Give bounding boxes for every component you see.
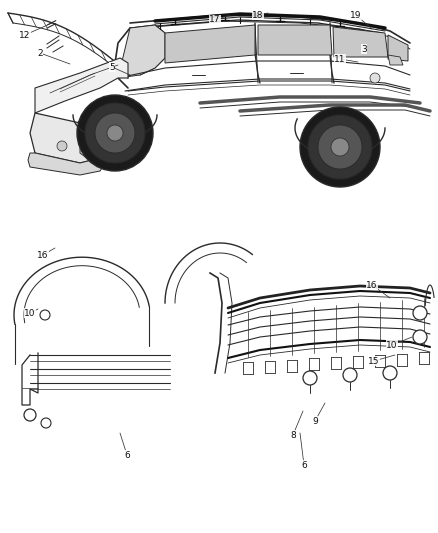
Circle shape [24,409,36,421]
Text: 8: 8 [290,431,296,440]
Text: 6: 6 [124,450,130,459]
Text: 15: 15 [368,357,380,366]
Circle shape [343,368,357,382]
Text: 16: 16 [366,280,378,289]
Text: 6: 6 [301,461,307,470]
Polygon shape [118,25,165,78]
Polygon shape [388,55,403,65]
Circle shape [85,103,145,163]
Text: 5: 5 [109,62,115,71]
Circle shape [413,330,427,344]
Text: 16: 16 [37,251,49,260]
Text: 10: 10 [386,341,398,350]
Polygon shape [80,138,104,159]
Polygon shape [30,113,100,163]
Polygon shape [165,25,255,63]
Polygon shape [388,35,408,61]
Circle shape [383,366,397,380]
Text: 19: 19 [350,11,362,20]
Circle shape [318,125,362,169]
Text: 9: 9 [312,416,318,425]
Circle shape [303,371,317,385]
Polygon shape [333,27,388,57]
Circle shape [370,73,380,83]
Text: 3: 3 [361,44,367,53]
Polygon shape [35,58,128,113]
Circle shape [413,306,427,320]
Circle shape [331,138,349,156]
Text: 18: 18 [252,11,264,20]
Text: 2: 2 [37,49,43,58]
Circle shape [95,113,135,153]
Text: 10: 10 [24,309,36,318]
Text: 17: 17 [209,15,221,25]
Circle shape [107,125,123,141]
Circle shape [300,107,380,187]
Circle shape [40,310,50,320]
Circle shape [57,141,67,151]
Text: 12: 12 [19,30,31,39]
Text: 11: 11 [334,54,346,63]
Circle shape [308,115,372,179]
Polygon shape [28,153,104,175]
Polygon shape [258,25,332,55]
Circle shape [77,95,153,171]
Circle shape [41,418,51,428]
